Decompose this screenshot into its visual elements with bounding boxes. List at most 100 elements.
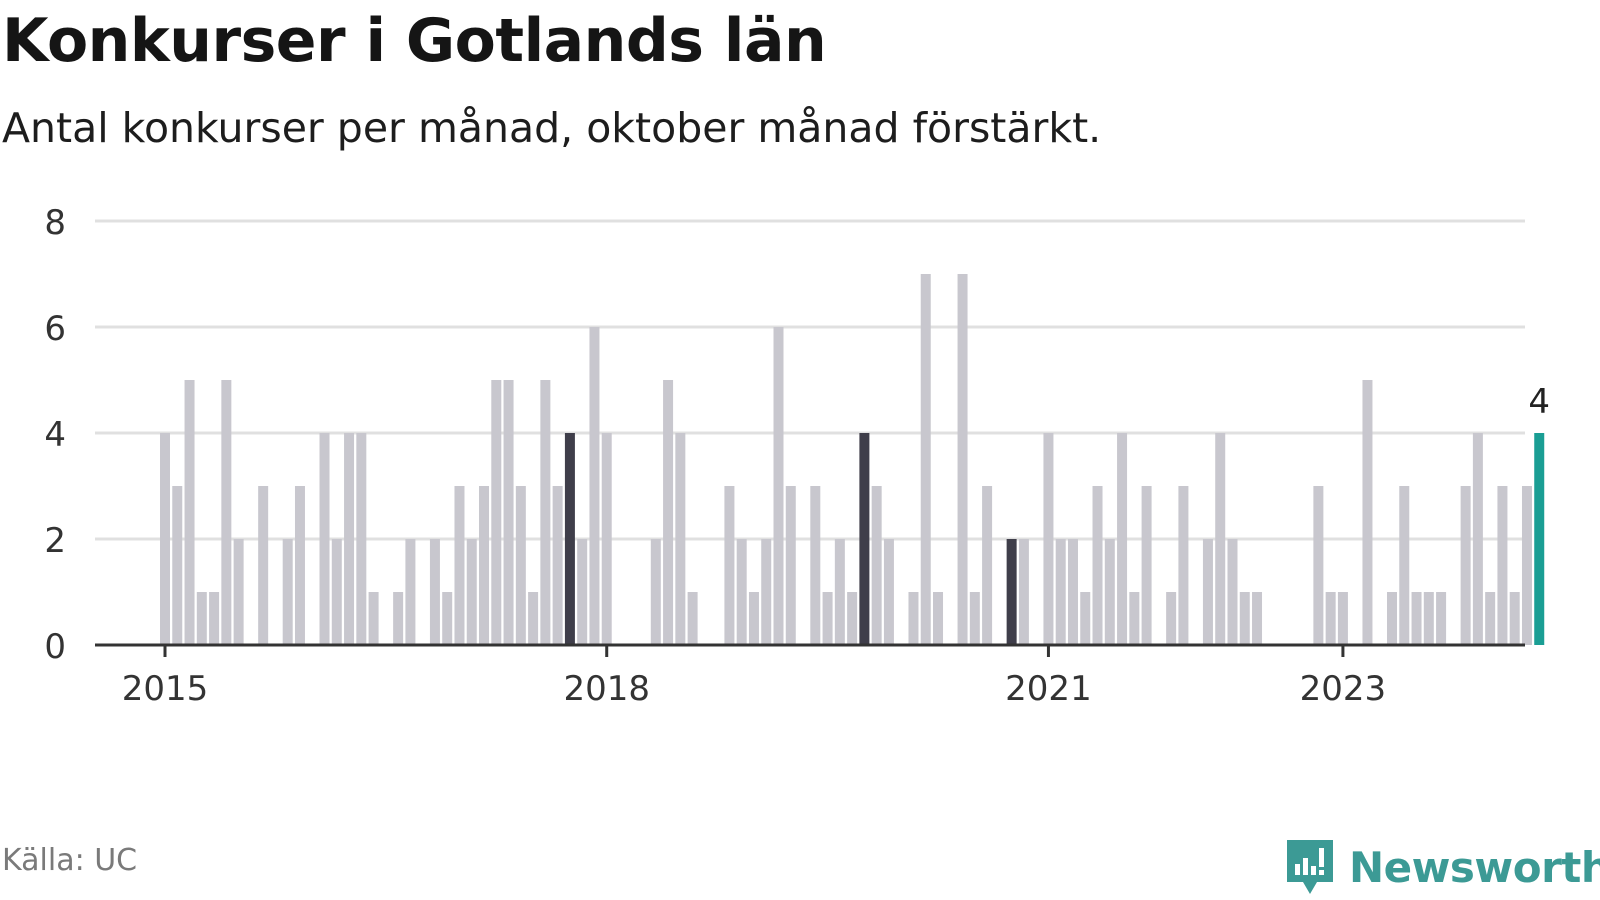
bar — [233, 539, 244, 645]
bar — [822, 592, 833, 645]
bar — [209, 592, 220, 645]
bar — [564, 433, 575, 645]
bar — [1006, 539, 1017, 645]
bar — [1509, 592, 1520, 645]
bar — [785, 486, 796, 645]
x-tick-label: 2015 — [122, 669, 209, 709]
bar — [1252, 592, 1263, 645]
bar — [1067, 539, 1078, 645]
gridlines — [95, 219, 1525, 541]
y-tick-label: 8 — [44, 203, 66, 243]
bar — [1166, 592, 1177, 645]
bar — [319, 433, 330, 645]
bar — [1436, 592, 1447, 645]
bar — [663, 380, 674, 645]
bar — [294, 486, 305, 645]
bar — [344, 433, 355, 645]
bar — [687, 592, 698, 645]
bar — [184, 380, 195, 645]
bar — [1018, 539, 1029, 645]
bar — [601, 433, 612, 645]
bar — [1460, 486, 1471, 645]
brand-name: Newsworthy — [1349, 842, 1600, 892]
bar — [258, 486, 269, 645]
bar — [748, 592, 759, 645]
bar — [834, 539, 845, 645]
bar — [172, 486, 183, 645]
x-tick-label: 2023 — [1300, 669, 1387, 709]
bar — [503, 380, 514, 645]
bar — [552, 486, 563, 645]
bar — [736, 539, 747, 645]
bar — [1325, 592, 1336, 645]
bar — [540, 380, 551, 645]
y-tick-label: 0 — [44, 627, 66, 667]
chart-subtitle: Antal konkurser per månad, oktober månad… — [2, 104, 1102, 152]
bar — [761, 539, 772, 645]
newsworthy-icon — [1287, 840, 1333, 894]
bar — [1337, 592, 1348, 645]
bar — [1055, 539, 1066, 645]
bar — [577, 539, 588, 645]
bar — [1411, 592, 1422, 645]
bar — [1141, 486, 1152, 645]
y-tick-label: 2 — [44, 521, 66, 561]
bar — [1129, 592, 1140, 645]
bar — [969, 592, 980, 645]
bar — [528, 592, 539, 645]
bar — [1215, 433, 1226, 645]
bar — [883, 539, 894, 645]
bar — [1387, 592, 1397, 645]
bar — [1178, 486, 1189, 645]
bar — [933, 592, 944, 645]
bar — [1202, 539, 1213, 645]
newsworthy-logo: Newsworthy — [1285, 838, 1600, 896]
bar — [1423, 592, 1434, 645]
bar — [1485, 592, 1496, 645]
bar — [160, 433, 170, 645]
bar — [282, 539, 293, 645]
axes — [95, 643, 1525, 657]
bar — [1472, 433, 1483, 645]
bar — [847, 592, 858, 645]
labels: 0 2 4 6 8 2015 2018 2021 2023 4 — [44, 203, 1550, 709]
bar — [1092, 486, 1103, 645]
bar-chart: 0 2 4 6 8 2015 2018 2021 2023 4 — [44, 203, 1550, 709]
bar — [515, 486, 526, 645]
bar — [454, 486, 465, 645]
bar — [957, 274, 968, 645]
bar — [491, 380, 502, 645]
bar — [1080, 592, 1091, 645]
bar — [196, 592, 207, 645]
y-tick-label: 6 — [44, 309, 66, 349]
source-label: Källa: UC — [2, 843, 138, 878]
bar — [356, 433, 367, 645]
bar — [908, 592, 919, 645]
bar — [589, 327, 600, 645]
bar — [1521, 486, 1532, 645]
bar — [871, 486, 882, 645]
bar — [650, 539, 661, 645]
bar — [405, 539, 416, 645]
bar — [1104, 539, 1115, 645]
bar — [368, 592, 379, 645]
data-label-latest: 4 — [1528, 382, 1550, 422]
bar — [724, 486, 735, 645]
bar — [429, 539, 440, 645]
bar — [479, 486, 490, 645]
bar — [1117, 433, 1128, 645]
bar — [1043, 433, 1054, 645]
chart-title: Konkurser i Gotlands län — [2, 6, 827, 76]
bar — [221, 380, 232, 645]
bar — [466, 539, 477, 645]
bar — [1239, 592, 1250, 645]
bar — [442, 592, 453, 645]
bar — [1227, 539, 1238, 645]
bar — [859, 433, 870, 645]
x-tick-label: 2018 — [563, 669, 650, 709]
bar — [773, 327, 784, 645]
bar-latest — [1534, 433, 1545, 645]
bar — [982, 486, 993, 645]
x-tick-label: 2021 — [1005, 669, 1092, 709]
bar — [920, 274, 931, 645]
